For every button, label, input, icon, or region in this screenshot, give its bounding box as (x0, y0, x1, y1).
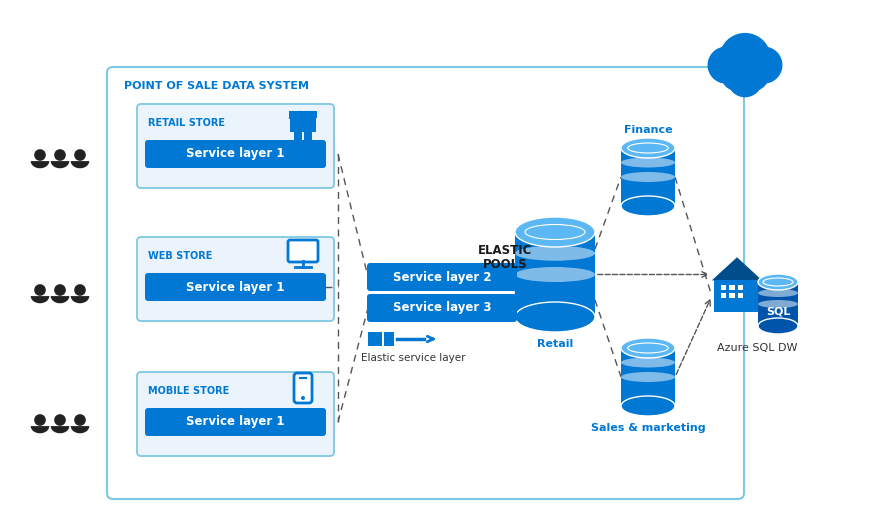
Ellipse shape (621, 396, 675, 416)
Circle shape (739, 61, 768, 90)
Polygon shape (71, 296, 89, 303)
Polygon shape (71, 426, 89, 433)
Circle shape (35, 285, 45, 295)
Bar (730, 284, 735, 290)
Text: MOBILE STORE: MOBILE STORE (148, 386, 230, 396)
Circle shape (75, 150, 86, 160)
Text: ELASTIC
POOLS: ELASTIC POOLS (478, 243, 533, 271)
Text: Finance: Finance (623, 125, 672, 135)
Circle shape (720, 34, 770, 84)
Ellipse shape (621, 338, 675, 358)
Text: SQL: SQL (766, 307, 790, 317)
Circle shape (55, 415, 65, 425)
Circle shape (722, 61, 752, 90)
Circle shape (301, 396, 305, 400)
Bar (721, 284, 726, 290)
Ellipse shape (758, 300, 798, 308)
Polygon shape (51, 296, 69, 303)
Circle shape (55, 150, 65, 160)
Text: WEB STORE: WEB STORE (148, 251, 212, 261)
Ellipse shape (515, 217, 595, 247)
Circle shape (708, 47, 744, 83)
Bar (289, 111, 317, 118)
Bar (304, 132, 312, 140)
Bar (714, 280, 760, 312)
Polygon shape (758, 282, 798, 326)
FancyBboxPatch shape (288, 240, 318, 262)
Text: Service layer 1: Service layer 1 (186, 147, 285, 160)
Ellipse shape (621, 358, 675, 367)
Polygon shape (31, 426, 49, 433)
Bar (368, 332, 382, 346)
Bar (721, 293, 726, 298)
Text: RETAIL STORE: RETAIL STORE (148, 118, 225, 128)
FancyBboxPatch shape (145, 408, 326, 436)
Circle shape (55, 285, 65, 295)
FancyBboxPatch shape (107, 67, 744, 499)
Text: POINT OF SALE DATA SYSTEM: POINT OF SALE DATA SYSTEM (124, 81, 309, 91)
Circle shape (75, 285, 86, 295)
Text: Service layer 2: Service layer 2 (393, 270, 491, 283)
Circle shape (746, 47, 781, 83)
Text: Service layer 3: Service layer 3 (393, 302, 491, 315)
Polygon shape (711, 257, 762, 280)
FancyBboxPatch shape (137, 104, 334, 188)
Ellipse shape (621, 157, 675, 168)
Circle shape (35, 415, 45, 425)
FancyBboxPatch shape (367, 263, 517, 291)
FancyBboxPatch shape (294, 373, 312, 403)
Polygon shape (31, 161, 49, 168)
Polygon shape (621, 148, 675, 206)
Ellipse shape (621, 372, 675, 382)
Ellipse shape (758, 289, 798, 297)
FancyBboxPatch shape (137, 372, 334, 456)
Ellipse shape (515, 246, 595, 261)
Bar (730, 293, 735, 298)
Text: Azure SQL DW: Azure SQL DW (718, 343, 798, 353)
FancyBboxPatch shape (145, 140, 326, 168)
Polygon shape (31, 296, 49, 303)
Circle shape (75, 415, 86, 425)
Circle shape (35, 150, 45, 160)
FancyBboxPatch shape (367, 294, 517, 322)
Bar (294, 132, 302, 140)
Polygon shape (515, 232, 595, 317)
Ellipse shape (758, 274, 798, 290)
Ellipse shape (621, 138, 675, 158)
Text: Retail: Retail (537, 339, 574, 349)
Bar (738, 293, 743, 298)
Bar (290, 118, 316, 132)
Circle shape (728, 63, 762, 97)
Text: Service layer 1: Service layer 1 (186, 416, 285, 429)
Polygon shape (51, 426, 69, 433)
Bar (384, 332, 394, 346)
FancyBboxPatch shape (137, 237, 334, 321)
Polygon shape (621, 348, 675, 406)
Ellipse shape (621, 172, 675, 182)
Polygon shape (51, 161, 69, 168)
Ellipse shape (515, 267, 595, 282)
Text: Service layer 1: Service layer 1 (186, 280, 285, 294)
Ellipse shape (758, 318, 798, 334)
Text: Elastic service layer: Elastic service layer (361, 353, 465, 363)
Bar (738, 284, 743, 290)
Ellipse shape (621, 196, 675, 216)
Polygon shape (71, 161, 89, 168)
Ellipse shape (515, 302, 595, 332)
Text: Sales & marketing: Sales & marketing (591, 423, 705, 433)
FancyBboxPatch shape (145, 273, 326, 301)
